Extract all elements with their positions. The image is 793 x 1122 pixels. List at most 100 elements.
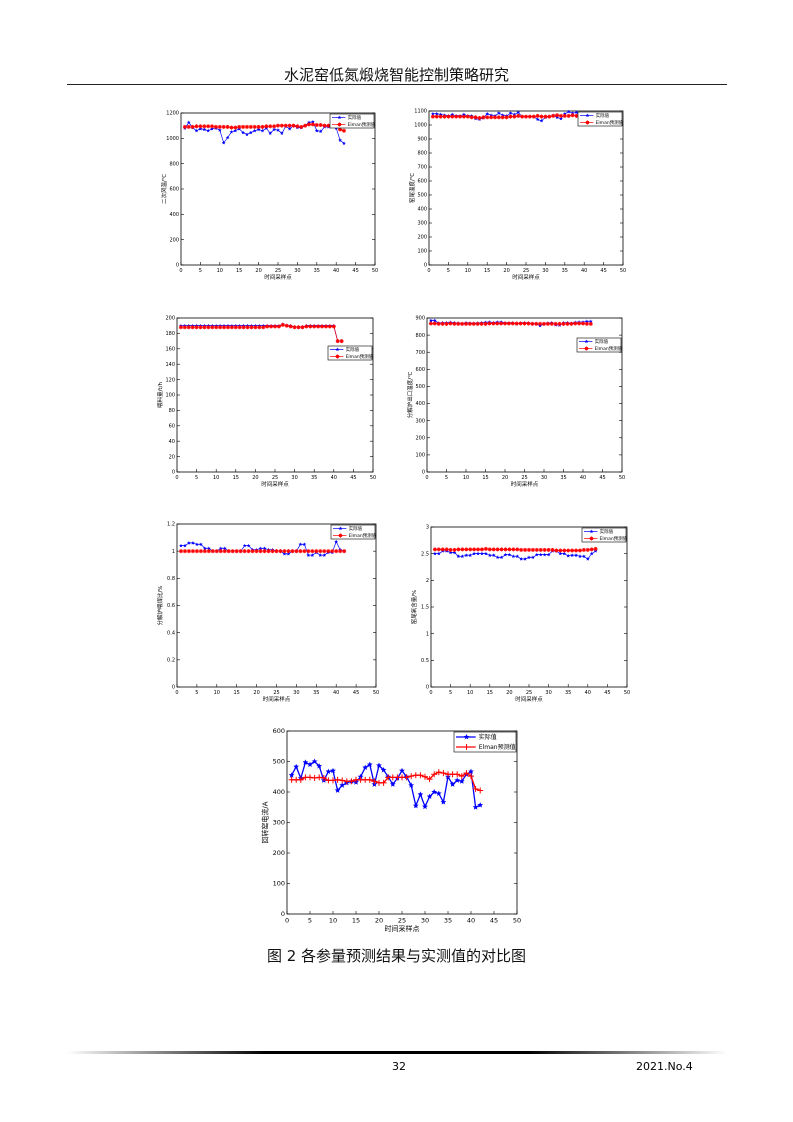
series-line (432, 111, 585, 122)
data-point (515, 547, 520, 552)
data-point (265, 324, 270, 329)
y-tick-label: 200 (273, 849, 285, 857)
data-point (237, 124, 242, 129)
chart-4: 0 5 10 15 20 25 30 35 40 45 5001002003004005006007… (406, 316, 625, 488)
data-point (320, 774, 327, 781)
data-point (322, 553, 327, 557)
y-tick-label: 200 (165, 316, 175, 322)
data-point (226, 549, 231, 554)
data-point (535, 113, 540, 118)
data-point (491, 321, 496, 326)
data-point (538, 321, 543, 326)
data-point (338, 549, 343, 554)
data-point (503, 547, 508, 552)
x-tick-label: 40 (585, 690, 591, 696)
data-point (286, 551, 291, 556)
data-point (432, 547, 437, 552)
data-point (186, 549, 191, 554)
x-tick-label: 10 (214, 690, 220, 696)
x-tick-label: 0 (427, 268, 430, 274)
y-tick-label: 0 (426, 685, 429, 691)
y-tick-label: 1000 (166, 136, 179, 142)
data-point (432, 321, 437, 326)
footer-rule (67, 1051, 727, 1054)
x-tick-label: 45 (604, 690, 610, 696)
y-tick-label: 1 (172, 549, 175, 555)
data-point (256, 124, 261, 129)
data-point (330, 767, 336, 774)
x-tick-label: 30 (293, 690, 299, 696)
data-point (288, 324, 293, 329)
data-point (589, 551, 594, 556)
data-point (454, 777, 461, 783)
data-point (338, 127, 343, 132)
data-point (300, 325, 305, 330)
legend-label: Elman预测值 (348, 121, 376, 128)
x-tick-label: 45 (599, 475, 605, 481)
x-tick-label: 0 (425, 475, 428, 481)
data-point (508, 111, 513, 115)
data-point (458, 778, 465, 784)
x-tick-label: 5 (449, 690, 452, 696)
data-point (477, 787, 484, 794)
data-point (523, 557, 527, 561)
data-point (254, 549, 259, 554)
data-point (250, 549, 255, 554)
data-point (448, 550, 453, 555)
data-point (578, 554, 582, 558)
data-point (339, 777, 346, 784)
x-tick-label: 40 (331, 475, 337, 481)
data-point (440, 770, 447, 777)
data-point (342, 549, 347, 554)
y-tick-label: 100 (417, 249, 427, 255)
data-point (432, 318, 437, 323)
x-axis-label: 时间采样点 (515, 695, 543, 703)
data-point (198, 124, 203, 129)
series-predicted (428, 321, 593, 326)
data-point (241, 325, 246, 330)
data-point (284, 323, 289, 328)
data-point (206, 325, 211, 330)
data-point (206, 128, 211, 133)
x-tick-label: 5 (195, 690, 198, 696)
data-point (553, 321, 558, 326)
legend-marker (338, 533, 343, 538)
plot-area (176, 317, 374, 473)
data-point (225, 325, 230, 330)
data-point (520, 114, 525, 119)
data-point (503, 321, 507, 326)
x-tick-label: 45 (490, 917, 498, 925)
data-point (218, 325, 223, 330)
data-point (569, 321, 574, 326)
data-point (468, 773, 474, 780)
data-point (218, 549, 223, 554)
data-point (286, 549, 291, 554)
y-axis-label: 窑尾氧含量/% (410, 590, 418, 625)
x-tick-label: 10 (467, 690, 473, 696)
data-point (584, 321, 589, 326)
data-point (565, 321, 570, 326)
x-tick-label: 20 (375, 917, 383, 925)
data-point (326, 123, 331, 128)
data-point (485, 111, 490, 116)
legend-marker (584, 339, 589, 344)
data-point (436, 551, 441, 556)
data-point (487, 553, 492, 557)
data-point (182, 325, 187, 330)
y-tick-label: 400 (273, 788, 285, 796)
x-tick-label: 35 (562, 268, 568, 274)
x-tick-label: 0 (175, 690, 178, 696)
data-point (191, 541, 195, 545)
x-tick-label: 20 (252, 475, 258, 481)
data-point (302, 759, 309, 765)
data-point (508, 114, 513, 119)
data-point (476, 551, 480, 556)
data-point (542, 552, 547, 557)
data-point (234, 549, 239, 554)
legend-marker (589, 529, 594, 534)
legend-label: 实际值 (479, 733, 497, 741)
data-point (348, 778, 355, 785)
data-point (496, 111, 501, 115)
